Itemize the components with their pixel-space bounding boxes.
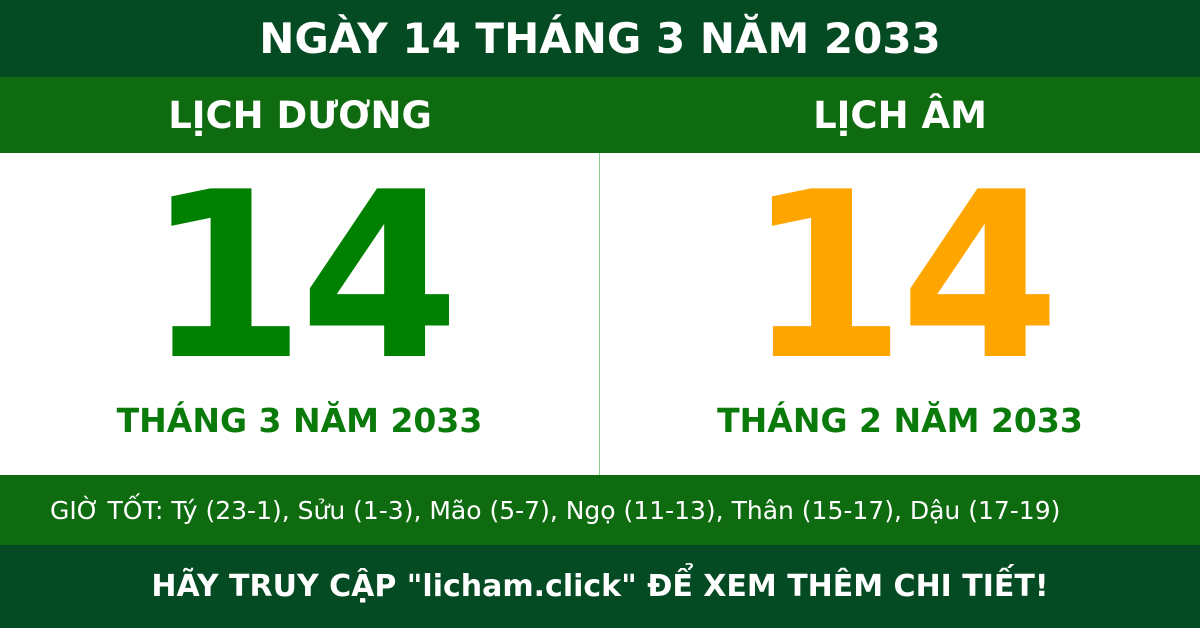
solar-day: 14 — [145, 144, 459, 411]
solar-month-year: THÁNG 3 NĂM 2033 — [116, 401, 483, 440]
calendar-headers: LỊCH DƯƠNG LỊCH ÂM — [0, 77, 1200, 153]
lunar-day: 14 — [745, 144, 1060, 411]
footer-cta: HÃY TRUY CẬP "licham.click" ĐỂ XEM THÊM … — [0, 545, 1200, 628]
page-title: NGÀY 14 THÁNG 3 NĂM 2033 — [0, 0, 1200, 77]
solar-calendar-label: LỊCH DƯƠNG — [168, 93, 432, 137]
lunar-column: 14 THÁNG 2 NĂM 2033 — [600, 153, 1200, 475]
lunar-calendar-label: LỊCH ÂM — [813, 93, 987, 137]
solar-column: 14 THÁNG 3 NĂM 2033 — [0, 153, 600, 475]
lunar-month-year: THÁNG 2 NĂM 2033 — [717, 401, 1083, 440]
calendar-body: 14 THÁNG 3 NĂM 2033 14 THÁNG 2 NĂM 2033 — [0, 153, 1200, 475]
good-hours: GIỜ TỐT: Tý (23-1), Sửu (1-3), Mão (5-7)… — [0, 475, 1200, 545]
